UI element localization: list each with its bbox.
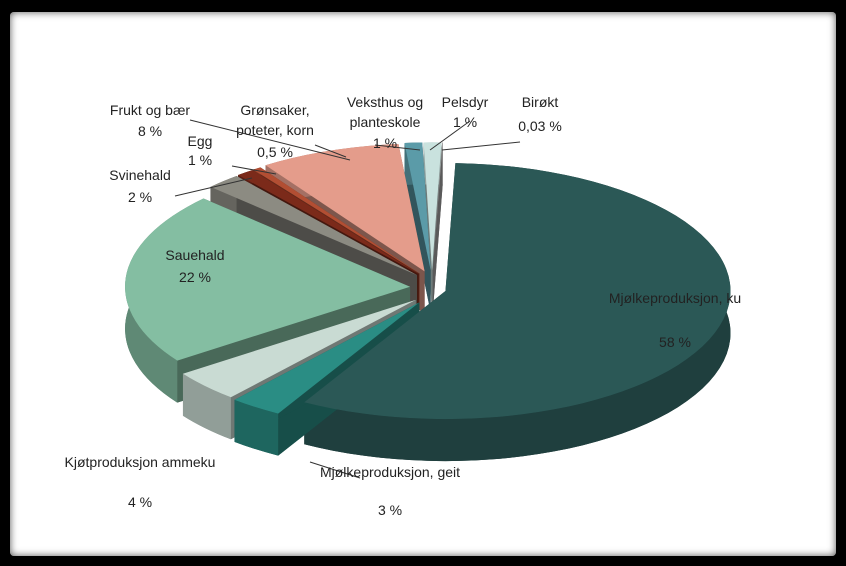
value-label: 1 % — [187, 152, 213, 168]
category-label: Mjølkeproduksjon, geit — [319, 464, 461, 480]
slice — [234, 302, 420, 414]
leader-line — [429, 120, 471, 151]
leader-line — [174, 177, 253, 197]
leader-line — [441, 141, 521, 151]
category-label: Birøkt — [521, 94, 559, 110]
category-label: Egg — [187, 133, 213, 149]
slice-rim — [182, 373, 231, 440]
value-label: 4 % — [127, 494, 153, 510]
slice — [265, 143, 425, 272]
slice — [238, 170, 419, 275]
slice — [432, 142, 443, 271]
leader-line — [374, 144, 421, 151]
category-label: Kjøtproduksjon ammeku — [64, 454, 216, 470]
category-label: Sauehald — [165, 247, 225, 263]
category-label: Veksthus og planteskole — [346, 94, 424, 130]
value-label: 58 % — [659, 334, 691, 350]
category-label: Frukt og bær — [109, 102, 191, 118]
value-label: 2 % — [127, 189, 153, 205]
category-label: Pelsdyr — [441, 94, 489, 110]
slice-edge — [432, 142, 443, 313]
value-label: 8 % — [137, 123, 163, 139]
value-label: 3 % — [377, 502, 403, 518]
leader-line — [314, 144, 347, 158]
slice-side — [432, 142, 443, 313]
value-label: 0,5 % — [257, 144, 293, 160]
slice — [423, 142, 442, 271]
category-label: Svinehald — [109, 167, 171, 183]
slice — [404, 142, 431, 271]
slice — [253, 167, 420, 274]
value-label: 22 % — [179, 269, 211, 285]
slice — [125, 198, 411, 361]
slice — [182, 299, 416, 398]
slice-rim — [304, 163, 731, 462]
slice — [304, 163, 731, 420]
value-label: 1 % — [372, 135, 398, 151]
leader-line — [189, 119, 351, 161]
value-label: 1 % — [452, 114, 478, 130]
leader-line — [231, 165, 277, 175]
value-label: 0,03 % — [518, 118, 562, 134]
slice-rim — [442, 142, 443, 185]
slice — [210, 176, 418, 276]
slice-rim — [234, 399, 279, 456]
leader-line — [309, 461, 361, 479]
category-label: Grønsaker, poteter, korn — [236, 102, 314, 138]
category-label: Mjølkeproduksjon, ku — [608, 290, 742, 306]
